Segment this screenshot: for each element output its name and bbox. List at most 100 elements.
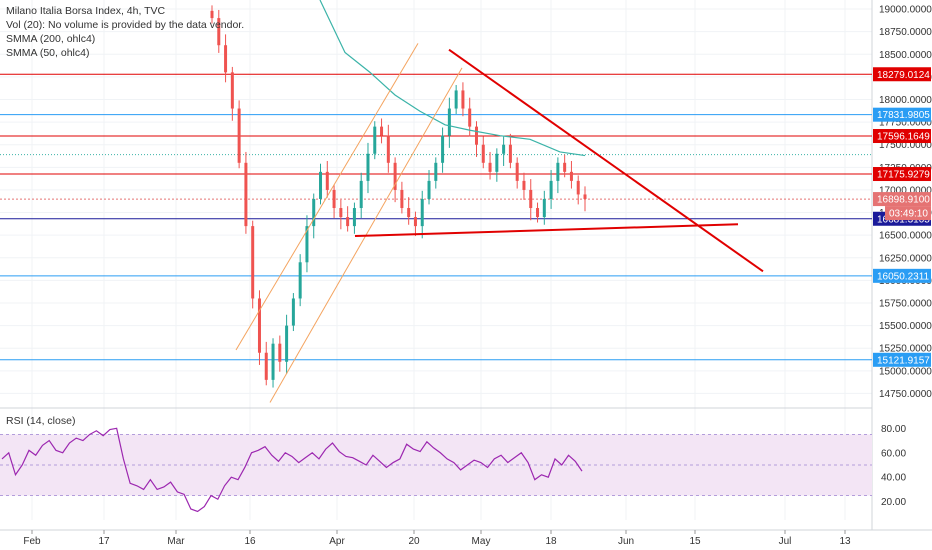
candle-body-17 (325, 171, 329, 190)
candle-0 (210, 5, 214, 24)
candle-body-43 (502, 144, 506, 154)
x-tick-label-4: Apr (329, 536, 345, 547)
candle-body-44 (508, 144, 512, 163)
rsi-legend: RSI (14, close) (6, 414, 75, 428)
candles-layer (210, 5, 587, 388)
x-tick-label-3: 16 (244, 536, 256, 547)
candle-55 (583, 186, 587, 212)
candle-body-53 (569, 171, 573, 181)
rsi-band (0, 434, 872, 496)
candle-body-51 (556, 162, 560, 181)
x-tick-label-2: Mar (167, 536, 185, 547)
candle-45 (515, 157, 519, 189)
candle-20 (346, 206, 350, 232)
y-tick-label-14: 15500.0000 (879, 321, 932, 332)
candle-body-2 (224, 45, 228, 73)
legend-title[interactable]: Milano Italia Borsa Index, 4h, TVC (6, 5, 166, 17)
price-tag-0: 18279.0124 (873, 67, 931, 82)
candle-22 (359, 172, 363, 218)
candle-3 (230, 66, 234, 121)
candle-body-0 (210, 10, 214, 19)
candle-body-41 (488, 162, 492, 172)
price-tag-7: 15121.9157 (873, 352, 931, 367)
candle-body-49 (542, 198, 546, 218)
candle-7 (257, 290, 261, 365)
candle-24 (373, 121, 377, 160)
legend-rsi[interactable]: RSI (14, close) (6, 415, 76, 427)
candle-body-37 (461, 90, 465, 109)
candle-12 (291, 293, 295, 332)
candle-body-50 (549, 180, 553, 199)
channel-upper-line (235, 43, 419, 351)
price-tag-label-6: 16050.2311 (877, 271, 930, 282)
candle-body-42 (495, 153, 499, 172)
candle-19 (339, 199, 343, 230)
x-tick-label-7: 18 (545, 536, 557, 547)
candle-body-23 (366, 153, 370, 181)
legend-smma50[interactable]: SMMA (50, ohlc4) (6, 47, 90, 59)
candle-body-14 (305, 226, 309, 263)
grid-layer (0, 0, 932, 531)
price-tag-label-1: 17831.9805 (877, 110, 930, 121)
legend-smma200[interactable]: SMMA (200, ohlc4) (6, 33, 96, 45)
candle-body-16 (319, 171, 323, 199)
candle-1 (217, 9, 221, 53)
price-tag-3: 17175.9279 (873, 167, 931, 182)
x-tick-label-9: 15 (689, 536, 701, 547)
candle-39 (474, 121, 478, 157)
horizontal-lines-layer (0, 73, 872, 361)
candle-body-7 (257, 298, 261, 353)
price-tag-bg-3 (873, 167, 931, 182)
candle-25 (380, 118, 384, 144)
candle-body-32 (427, 180, 431, 199)
candle-body-11 (285, 325, 289, 362)
candle-body-29 (407, 208, 411, 218)
y-tick-label-5: 17750.0000 (879, 118, 932, 129)
candle-body-6 (251, 226, 255, 299)
candle-body-54 (576, 180, 580, 195)
candle-9 (271, 338, 275, 388)
x-tick-label-10: Jul (779, 536, 792, 547)
candle-37 (461, 82, 465, 117)
candle-body-27 (393, 162, 397, 190)
candle-body-31 (420, 198, 424, 227)
candle-18 (332, 184, 336, 218)
candle-body-47 (529, 189, 533, 209)
drawings-layer (235, 0, 764, 403)
rsi-line (1, 427, 583, 513)
price-tag-bg-0 (873, 67, 931, 82)
x-tick-label-5: 20 (408, 536, 420, 547)
candle-15 (312, 193, 316, 239)
price-tags-layer: 18279.0124 17831.9805 17596.1649 17175.9279… (873, 67, 931, 367)
candle-body-8 (264, 352, 268, 380)
candle-51 (556, 157, 560, 194)
y-tick-label-8: 17000.0000 (879, 185, 932, 196)
candle-4 (237, 100, 241, 169)
candle-36 (454, 85, 458, 114)
price-tag-label-2: 17596.1649 (877, 132, 930, 143)
candle-40 (481, 136, 485, 169)
candle-body-12 (291, 298, 295, 326)
trendline-1 (354, 223, 739, 238)
y-tick-label-13: 15750.0000 (879, 298, 932, 309)
price-tag-bg-6 (873, 268, 931, 283)
candle-44 (508, 133, 512, 169)
candle-body-4 (237, 108, 241, 163)
main-legend: Milano Italia Borsa Index, 4h, TVC Vol (… (6, 4, 244, 60)
candle-50 (549, 170, 553, 209)
legend-volume[interactable]: Vol (20): No volume is provided by the d… (6, 19, 245, 31)
countdown-tag: 03:49:10 (885, 206, 931, 221)
price-tag-bg-1 (873, 107, 931, 122)
y-tick-label-10: 16500.0000 (879, 231, 932, 242)
candle-body-30 (413, 217, 417, 227)
candle-23 (366, 142, 370, 194)
candle-body-24 (373, 126, 377, 154)
candle-body-26 (386, 135, 390, 163)
candle-10 (278, 335, 282, 372)
y-tick-label-15: 15250.0000 (879, 344, 932, 355)
candle-6 (251, 220, 255, 309)
x-tick-label-11: 13 (839, 536, 851, 547)
candle-body-55 (583, 194, 587, 199)
y-tick-label-1: 18750.0000 (879, 27, 932, 38)
